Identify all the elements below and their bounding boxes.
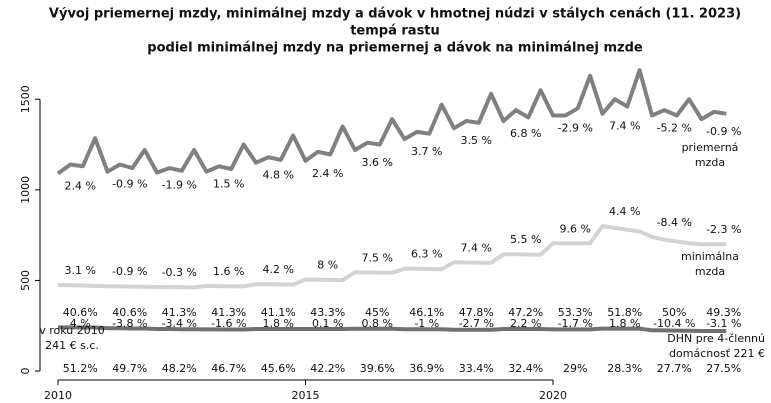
share-label: 40.6% [112, 306, 147, 319]
growth-label: -5.2 % [657, 122, 692, 135]
series-label: 241 € s.c. [45, 339, 99, 352]
y-tick-label: 0 [19, 368, 32, 375]
growth-label: 3.5 % [461, 134, 492, 147]
growth-label: 6.3 % [411, 248, 442, 261]
share-label: 29% [563, 362, 587, 375]
share-label: 41.3% [211, 306, 246, 319]
growth-label: 7.5 % [362, 251, 393, 264]
x-tick-label: 2010 [44, 389, 72, 402]
series-line [58, 325, 727, 333]
share-label: 49.3% [706, 306, 741, 319]
growth-label: 1.8 % [609, 317, 640, 330]
chart-title: Vývoj priemernej mzdy, minimálnej mzdy a… [49, 7, 741, 22]
series-label: v roku 2010 [39, 324, 105, 337]
growth-label: -0.3 % [162, 266, 197, 279]
share-label: 40.6% [63, 306, 98, 319]
share-label: 28.3% [607, 362, 642, 375]
share-label: 51.8% [607, 306, 642, 319]
series-line [56, 68, 727, 176]
growth-label: 1.5 % [213, 178, 244, 191]
share-label: 47.8% [459, 306, 494, 319]
growth-label: -2.9 % [558, 122, 593, 135]
share-label: 33.4% [459, 362, 494, 375]
growth-label: -3.8 % [112, 317, 147, 330]
share-label: 47.2% [508, 306, 543, 319]
share-label: 41.3% [162, 306, 197, 319]
growth-label: -10.4 % [653, 317, 695, 330]
growth-label: -0.9 % [706, 125, 741, 138]
share-label: 27.5% [706, 362, 741, 375]
growth-label: -1.9 % [162, 179, 197, 192]
y-tick-label: 500 [19, 270, 32, 291]
series-label: mzda [695, 265, 725, 278]
y-tick-label: 1000 [19, 176, 32, 204]
share-label: 46.1% [409, 306, 444, 319]
growth-label: 6.8 % [510, 127, 541, 140]
series-label: domácnosť 221 € [669, 347, 765, 360]
growth-label: 4.4 % [609, 205, 640, 218]
growth-label: 9.6 % [560, 222, 591, 235]
share-label: 41.1% [261, 306, 296, 319]
growth-label: -1.7 % [558, 317, 593, 330]
share-label: 53.3% [558, 306, 593, 319]
chart-subtitle: podiel minimálnej mzdy na priemernej a d… [147, 41, 643, 56]
series-label: DHN pre 4-člennú [667, 332, 765, 345]
share-label: 48.2% [162, 362, 197, 375]
growth-label: 4.2 % [263, 263, 294, 276]
growth-label: -0.9 % [112, 178, 147, 191]
share-label: 27.7% [657, 362, 692, 375]
share-label: 43.3% [310, 306, 345, 319]
growth-label: -8.4 % [657, 216, 692, 229]
growth-label: 2.2 % [510, 317, 541, 330]
growth-label: 3.6 % [362, 156, 393, 169]
series-label: mzda [695, 156, 725, 169]
series-line [57, 224, 727, 290]
growth-label: -1 % [414, 317, 439, 330]
growth-label: 7.4 % [609, 120, 640, 133]
growth-label: -1.6 % [211, 317, 246, 330]
growth-label: 1.8 % [263, 317, 294, 330]
share-label: 39.6% [360, 362, 395, 375]
growth-label: -0.9 % [112, 265, 147, 278]
share-label: 50% [662, 306, 686, 319]
growth-label: 2.4 % [65, 180, 96, 193]
growth-label: -2.3 % [706, 223, 741, 236]
y-tick-label: 1500 [19, 85, 32, 113]
series-label: minimálna [681, 250, 739, 263]
growth-label: -3.1 % [706, 317, 741, 330]
growth-label: 7.4 % [461, 241, 492, 254]
growth-label: -2.7 % [459, 317, 494, 330]
growth-label: 4 % [70, 317, 91, 330]
growth-label: 1.6 % [213, 265, 244, 278]
x-tick-label: 2020 [539, 389, 567, 402]
growth-label: 2.4 % [312, 167, 343, 180]
share-label: 45.6% [261, 362, 296, 375]
x-tick-label: 2015 [292, 389, 320, 402]
share-label: 46.7% [211, 362, 246, 375]
growth-label: -3.4 % [162, 317, 197, 330]
growth-label: 3.1 % [65, 264, 96, 277]
growth-label: 4.8 % [263, 169, 294, 182]
share-label: 49.7% [112, 362, 147, 375]
growth-label: 3.7 % [411, 145, 442, 158]
growth-label: 0.1 % [312, 317, 343, 330]
share-label: 32.4% [508, 362, 543, 375]
growth-label: 0.8 % [362, 317, 393, 330]
share-label: 42.2% [310, 362, 345, 375]
chart-subtitle: tempá rastu [350, 24, 440, 39]
share-label: 45% [365, 306, 389, 319]
share-label: 51.2% [63, 362, 98, 375]
series-label: priemerná [682, 141, 739, 154]
growth-label: 5.5 % [510, 233, 541, 246]
growth-label: 8 % [317, 259, 338, 272]
share-label: 36.9% [409, 362, 444, 375]
